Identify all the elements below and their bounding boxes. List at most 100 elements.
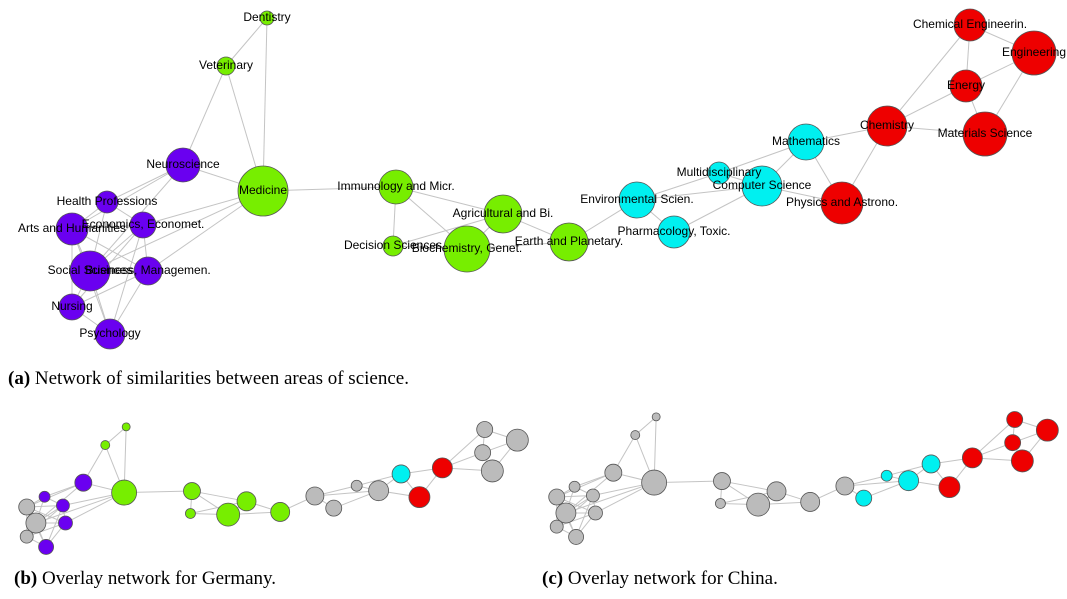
node (305, 486, 325, 506)
node (588, 505, 603, 521)
node (898, 470, 920, 492)
node (38, 490, 51, 503)
node (121, 422, 131, 432)
node (55, 212, 89, 246)
node (165, 147, 201, 183)
node (707, 161, 731, 185)
edge (636, 185, 763, 201)
node (480, 459, 504, 483)
nodes (55, 8, 1057, 350)
node-label: Physics and Astrono. (786, 195, 898, 209)
edge (844, 480, 909, 487)
node (787, 123, 825, 161)
node-label: Energy (947, 78, 985, 92)
edge (225, 17, 268, 67)
node-label: Business, Managemen. (85, 263, 210, 277)
node (651, 412, 661, 422)
node-label: Chemistry (860, 118, 914, 132)
node-label: Economics, Economet. (82, 217, 205, 231)
edge (565, 482, 655, 514)
node (368, 480, 390, 502)
edge (109, 224, 144, 335)
node (185, 508, 196, 519)
node (548, 488, 566, 506)
node (713, 472, 731, 490)
node-label: Decision Sciences (344, 238, 442, 252)
node (378, 169, 414, 205)
node (95, 190, 119, 214)
node-label: Social Sciences (48, 263, 133, 277)
node (56, 498, 70, 513)
caption-text: Overlay network for Germany. (42, 568, 276, 589)
node (111, 479, 138, 506)
node (800, 492, 821, 512)
caption-tag: (c) (542, 568, 563, 589)
node-label: Materials Science (938, 126, 1033, 140)
node-label: Agricultural and Bi. (453, 206, 554, 220)
overlay-network (548, 411, 1059, 545)
node (18, 498, 36, 516)
edge (71, 164, 184, 230)
node (741, 165, 783, 207)
overlays (18, 411, 1059, 555)
edge (26, 482, 84, 508)
node (382, 235, 404, 257)
edge (262, 17, 268, 192)
node (835, 476, 855, 496)
node (1010, 449, 1034, 473)
node-label: Multidisciplinary (677, 165, 762, 179)
node (715, 498, 726, 509)
node-label: Chemical Engineerin. (913, 17, 1027, 31)
node (183, 482, 201, 500)
node (505, 428, 529, 452)
node-label: Mathematics (772, 134, 840, 148)
node (270, 502, 291, 522)
node-label: Neuroscience (146, 157, 220, 171)
node-label: Psychology (79, 326, 140, 340)
node (391, 464, 411, 484)
node (58, 515, 73, 531)
node (855, 489, 873, 507)
node (216, 56, 236, 76)
node-label: Immunology and Micr. (337, 179, 454, 193)
node (129, 211, 157, 239)
node (880, 469, 893, 482)
node (325, 499, 343, 517)
node-label: Computer Science (713, 178, 812, 192)
node-label: Health Professions (57, 194, 158, 208)
overlay-network (18, 421, 529, 555)
node (549, 519, 564, 534)
caption-tag: (b) (14, 568, 37, 589)
node (38, 539, 54, 555)
node-label: Environmental Scien. (580, 192, 693, 206)
node (474, 444, 492, 462)
node (431, 457, 453, 479)
edge (182, 65, 227, 166)
node-label: Engineering (1002, 45, 1066, 59)
caption: (c) Overlay network for China. (542, 568, 778, 589)
node (236, 491, 257, 512)
node (69, 250, 111, 292)
node (483, 194, 523, 234)
node-label: Dentistry (243, 10, 290, 24)
node (19, 529, 34, 544)
node (58, 293, 86, 321)
node-label: Arts and Humanities (18, 221, 126, 235)
node-label: Earth and Planetary. (515, 234, 624, 248)
node (1006, 411, 1024, 428)
node (657, 215, 691, 249)
node-label: Biochemistry, Genet. (412, 241, 522, 255)
node-label: Veterinary (199, 58, 253, 72)
node (938, 476, 961, 499)
node (630, 430, 641, 440)
node (350, 479, 363, 492)
edge (886, 24, 971, 127)
node-label: Medicine (239, 183, 287, 197)
node (641, 469, 668, 496)
node (618, 181, 656, 219)
node (766, 481, 787, 502)
node (25, 512, 47, 534)
node (866, 105, 908, 147)
node (961, 447, 983, 469)
